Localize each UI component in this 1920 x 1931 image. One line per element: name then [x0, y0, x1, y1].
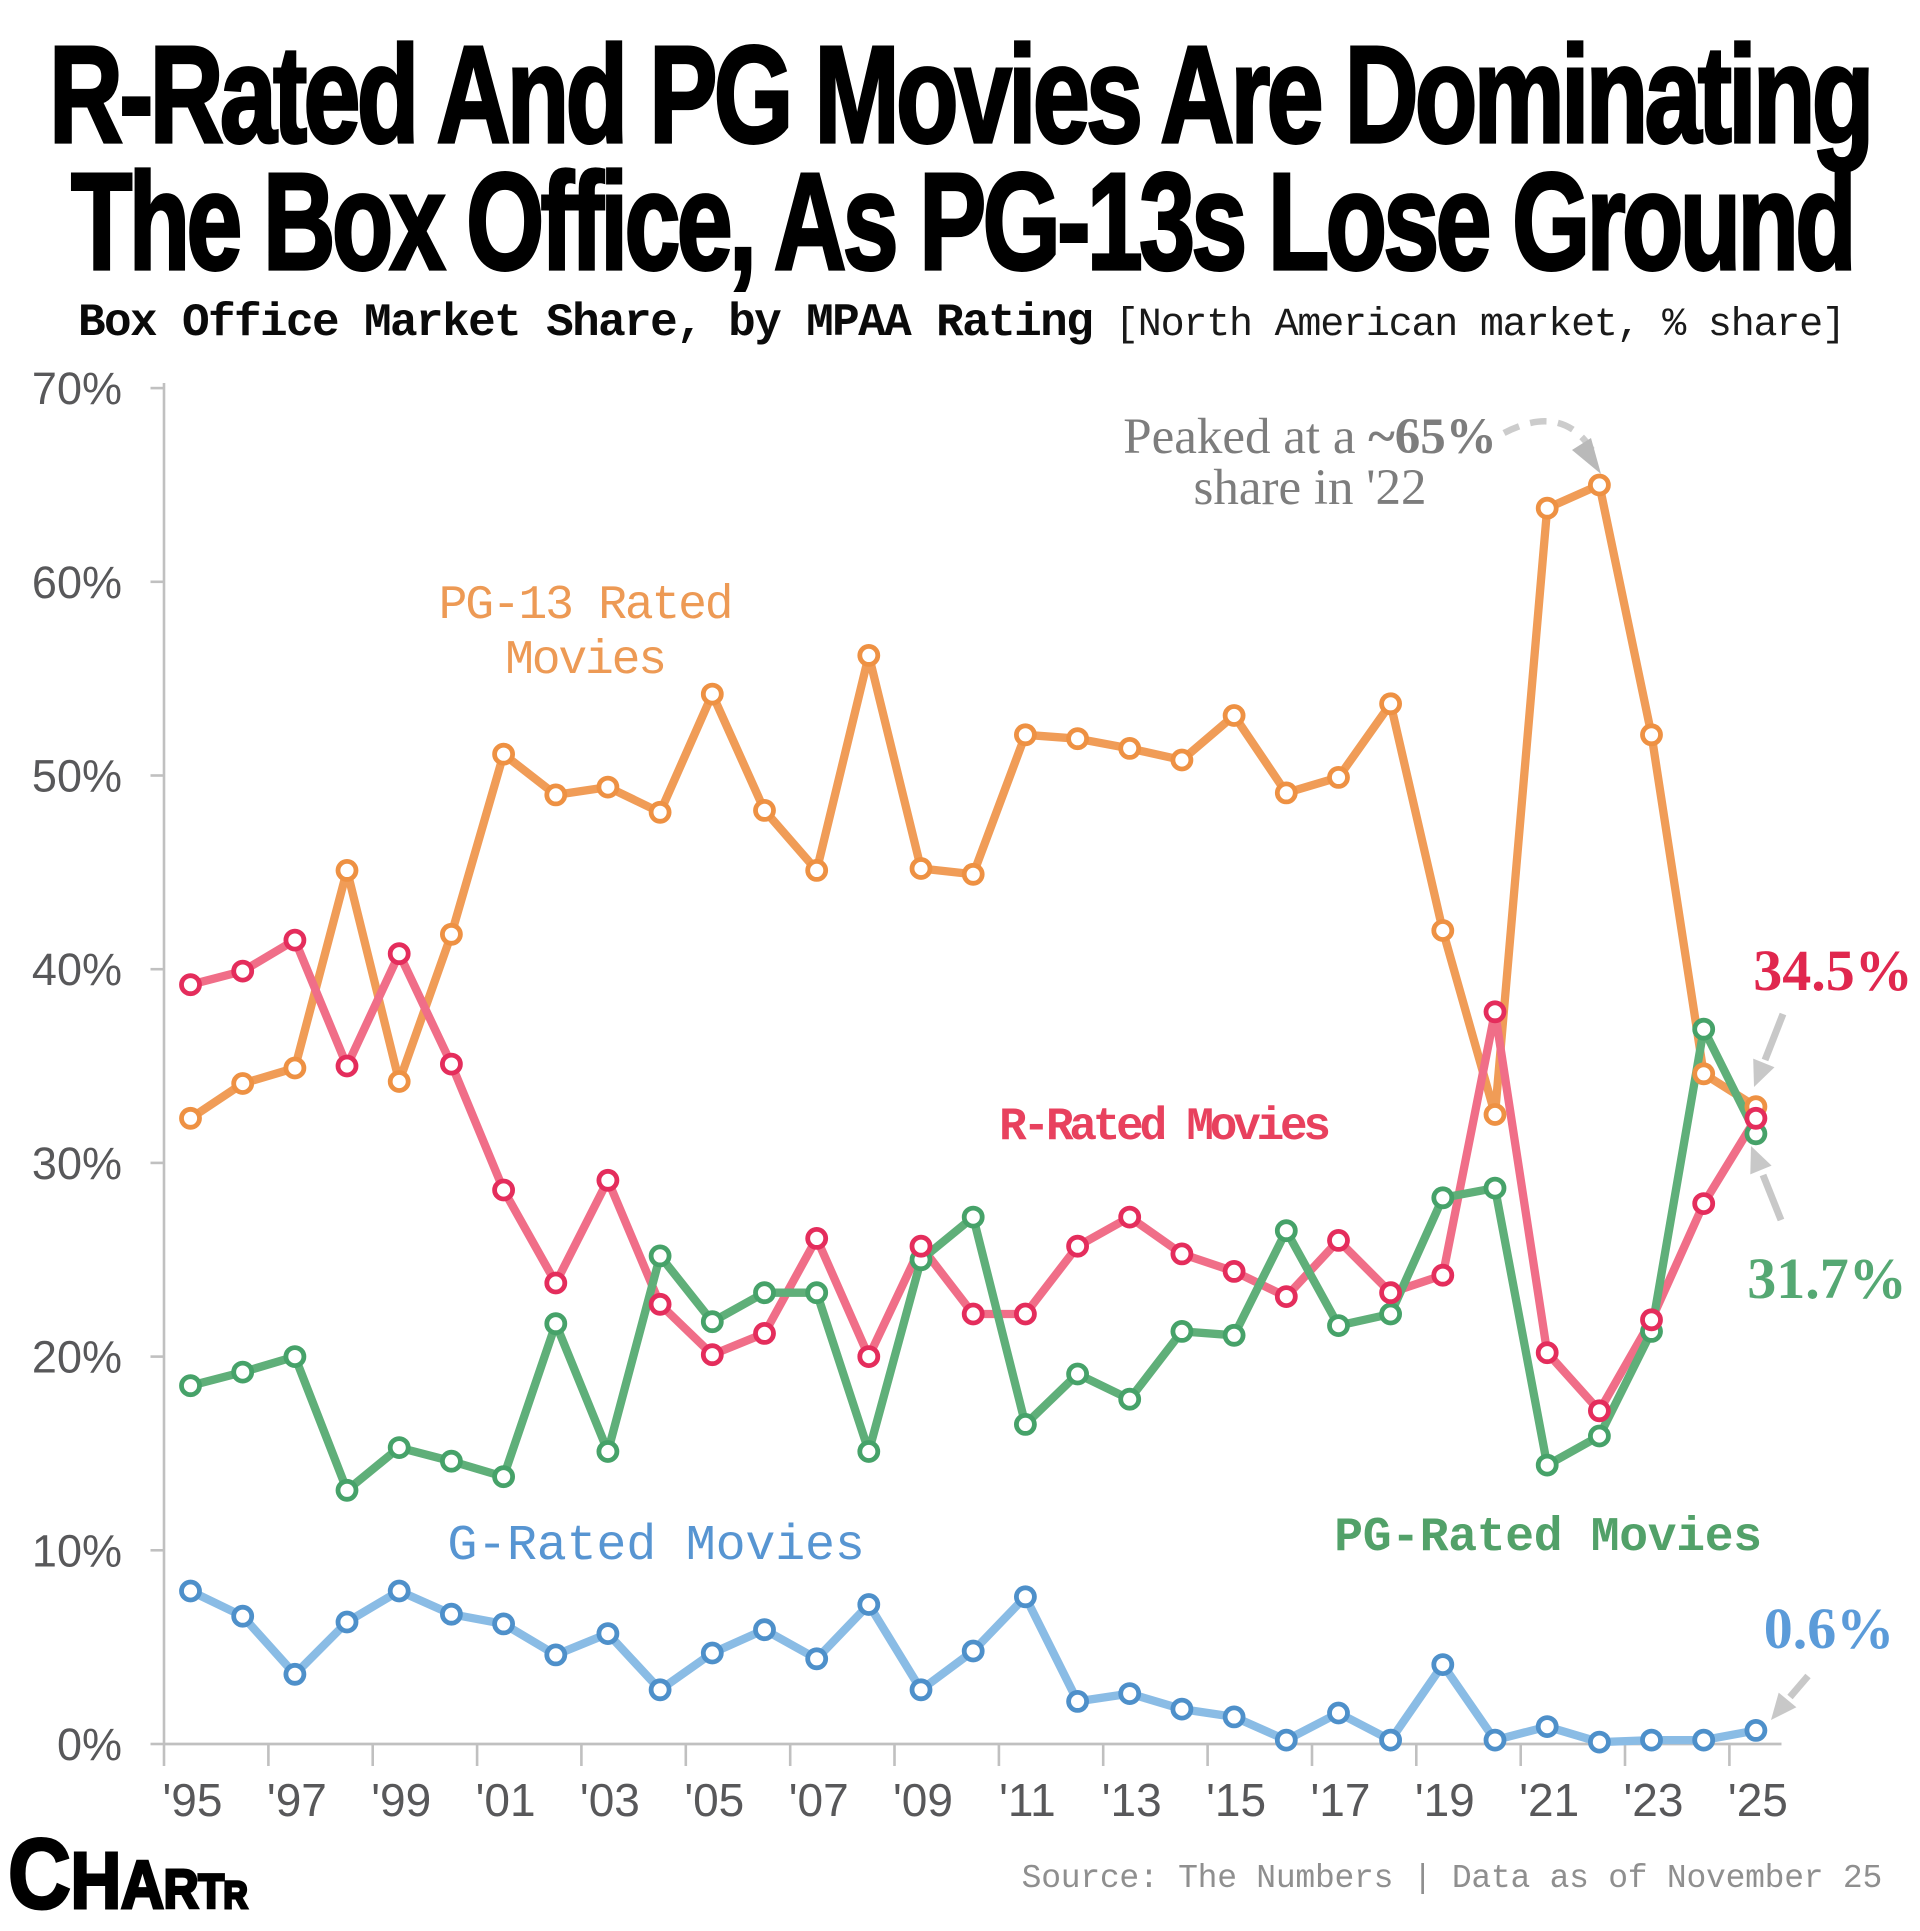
svg-text:10%: 10% [32, 1525, 122, 1576]
svg-text:'05: '05 [684, 1774, 744, 1826]
svg-text:'09: '09 [893, 1774, 953, 1826]
svg-text:'99: '99 [371, 1774, 431, 1826]
svg-text:'25: '25 [1728, 1774, 1788, 1826]
svg-text:'13: '13 [1102, 1774, 1162, 1826]
svg-text:70%: 70% [32, 363, 122, 414]
svg-text:'07: '07 [789, 1774, 849, 1826]
svg-text:50%: 50% [32, 751, 122, 802]
svg-text:40%: 40% [32, 944, 122, 995]
svg-text:'19: '19 [1415, 1774, 1475, 1826]
svg-text:'23: '23 [1624, 1774, 1684, 1826]
svg-text:'03: '03 [580, 1774, 640, 1826]
svg-text:'21: '21 [1519, 1774, 1579, 1826]
svg-text:'95: '95 [163, 1774, 223, 1826]
svg-text:'11: '11 [999, 1774, 1056, 1826]
svg-text:0%: 0% [57, 1719, 122, 1770]
svg-text:20%: 20% [32, 1332, 122, 1383]
svg-text:'01: '01 [476, 1774, 536, 1826]
svg-text:'15: '15 [1206, 1774, 1266, 1826]
svg-text:30%: 30% [32, 1138, 122, 1189]
svg-text:'17: '17 [1311, 1774, 1371, 1826]
svg-text:60%: 60% [32, 557, 122, 608]
svg-text:'97: '97 [267, 1774, 327, 1826]
